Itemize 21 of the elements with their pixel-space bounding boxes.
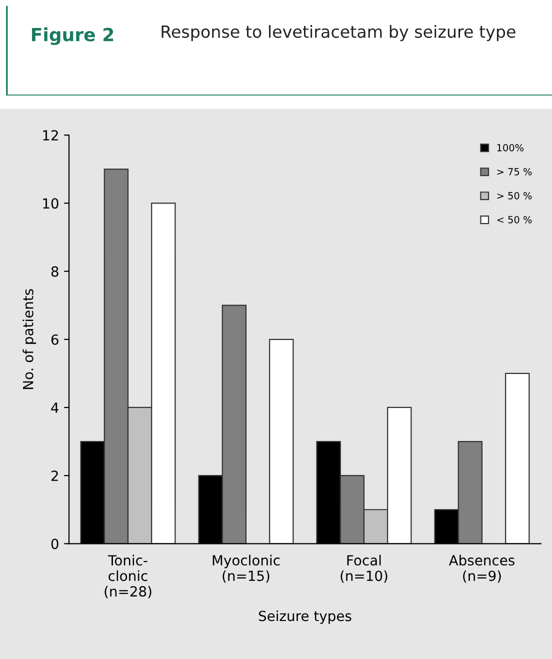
y-tick-label: 10 — [43, 198, 58, 209]
chart-title: Figure 2 — [32, 27, 114, 46]
y-tick-label: 8 — [51, 266, 58, 277]
x-axis-title: Seizure types — [258, 610, 352, 624]
y-axis-title: No. of patients — [22, 289, 36, 389]
y-tick-label: 6 — [51, 334, 58, 345]
x-tick-label: Absences (n=9) — [448, 554, 514, 583]
legend-label: > 75 % — [497, 168, 532, 176]
x-tick-label: Myoclonic (n=15) — [212, 554, 280, 583]
legend-label: 100% — [497, 144, 524, 152]
legend-label: > 50 % — [497, 192, 532, 200]
bar — [269, 338, 294, 544]
legend-label: < 50 % — [497, 216, 532, 224]
y-tick-label: 0 — [51, 538, 58, 550]
chart-subtitle: Response to levetiracetam by seizure type — [162, 25, 516, 42]
x-tick-label: Focal (n=10) — [340, 554, 388, 583]
y-tick-label: 12 — [43, 130, 58, 140]
y-tick-label: 4 — [51, 402, 58, 413]
bar — [505, 372, 530, 544]
x-tick-label: Tonic- clonic (n=28) — [104, 554, 152, 598]
y-tick-label: 2 — [51, 470, 58, 481]
